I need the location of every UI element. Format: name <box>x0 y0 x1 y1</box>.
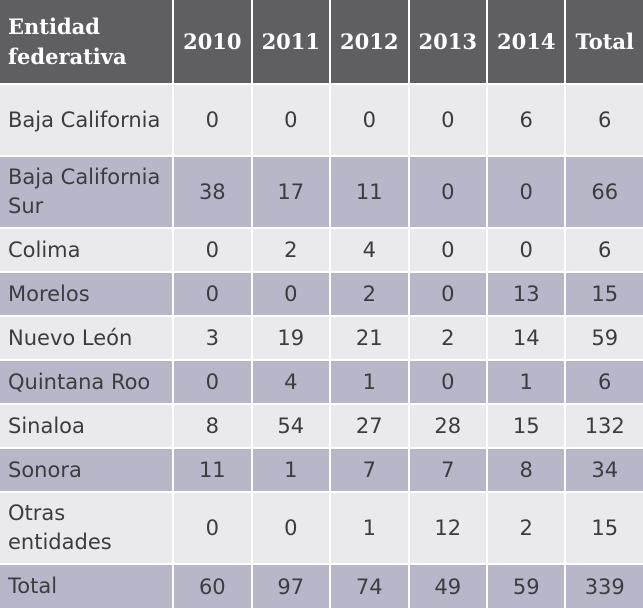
cell-value: 0 <box>487 155 567 228</box>
cell-value: 13 <box>487 271 567 316</box>
cell-value: 6 <box>565 83 643 156</box>
cell-value: 0 <box>408 227 489 272</box>
cell-value: 0 <box>408 155 489 228</box>
cell-value: 0 <box>173 359 253 404</box>
cell-value: 0 <box>173 227 253 272</box>
cell-value: 60 <box>173 563 253 608</box>
table-row: Otras entidades 0 0 1 12 2 15 <box>0 491 643 564</box>
header-total: Total <box>565 0 643 84</box>
cell-value: 27 <box>330 403 410 448</box>
cell-entidad: Otras entidades <box>0 491 175 564</box>
cell-value: 11 <box>330 155 410 228</box>
cell-value: 28 <box>408 403 489 448</box>
cell-value: 34 <box>565 447 643 492</box>
cell-value: 0 <box>408 271 489 316</box>
cell-value: 0 <box>173 271 253 316</box>
cell-value: 2 <box>408 315 489 360</box>
cell-value: 0 <box>330 83 410 156</box>
cell-value: 59 <box>565 315 643 360</box>
cell-value: 97 <box>251 563 332 608</box>
cell-value: 2 <box>251 227 332 272</box>
cell-value: 7 <box>330 447 410 492</box>
cell-value: 49 <box>408 563 489 608</box>
cell-value: 14 <box>487 315 567 360</box>
cell-value: 7 <box>408 447 489 492</box>
cell-value: 8 <box>487 447 567 492</box>
cell-value: 0 <box>173 491 253 564</box>
cell-value: 2 <box>330 271 410 316</box>
cell-value: 0 <box>408 359 489 404</box>
cell-value: 6 <box>487 83 567 156</box>
cell-entidad: Sinaloa <box>0 403 175 448</box>
cell-value: 38 <box>173 155 253 228</box>
cell-value: 3 <box>173 315 253 360</box>
cell-value: 54 <box>251 403 332 448</box>
cell-value: 0 <box>251 83 332 156</box>
cell-value: 1 <box>251 447 332 492</box>
header-2012: 2012 <box>330 0 410 84</box>
cell-value: 1 <box>330 359 410 404</box>
table-row: Baja California Sur 38 17 11 0 0 66 <box>0 155 643 228</box>
cell-value: 4 <box>251 359 332 404</box>
header-2014: 2014 <box>487 0 567 84</box>
table-row: Sonora 11 1 7 7 8 34 <box>0 447 643 492</box>
cell-value: 59 <box>487 563 567 608</box>
table-row: Sinaloa 8 54 27 28 15 132 <box>0 403 643 448</box>
table-row: Nuevo León 3 19 21 2 14 59 <box>0 315 643 360</box>
cell-value: 0 <box>173 83 253 156</box>
cell-value: 21 <box>330 315 410 360</box>
cell-value: 74 <box>330 563 410 608</box>
cell-entidad: Baja California Sur <box>0 155 175 228</box>
header-row: Entidad federativa 2010 2011 2012 2013 2… <box>0 0 643 84</box>
table-row: Baja California 0 0 0 0 6 6 <box>0 83 643 156</box>
cell-entidad: Morelos <box>0 271 175 316</box>
cell-entidad: Sonora <box>0 447 175 492</box>
cell-value: 132 <box>565 403 643 448</box>
cell-entidad: Total <box>0 563 175 608</box>
cell-value: 19 <box>251 315 332 360</box>
cell-value: 6 <box>565 359 643 404</box>
cell-entidad: Colima <box>0 227 175 272</box>
cell-entidad: Nuevo León <box>0 315 175 360</box>
cell-value: 11 <box>173 447 253 492</box>
cell-value: 15 <box>565 491 643 564</box>
header-2010: 2010 <box>173 0 253 84</box>
table-row: Total 60 97 74 49 59 339 <box>0 563 643 608</box>
table-row: Morelos 0 0 2 0 13 15 <box>0 271 643 316</box>
cell-value: 0 <box>251 271 332 316</box>
cell-value: 17 <box>251 155 332 228</box>
cell-value: 4 <box>330 227 410 272</box>
cell-entidad: Quintana Roo <box>0 359 175 404</box>
cell-entidad: Baja California <box>0 83 175 156</box>
cell-value: 15 <box>565 271 643 316</box>
table-row: Colima 0 2 4 0 0 6 <box>0 227 643 272</box>
cell-value: 15 <box>487 403 567 448</box>
cell-value: 6 <box>565 227 643 272</box>
header-entidad: Entidad federativa <box>0 0 175 84</box>
cell-value: 0 <box>487 227 567 272</box>
cell-value: 0 <box>408 83 489 156</box>
cell-value: 8 <box>173 403 253 448</box>
cell-value: 66 <box>565 155 643 228</box>
cell-value: 1 <box>330 491 410 564</box>
cell-value: 339 <box>565 563 643 608</box>
cell-value: 0 <box>251 491 332 564</box>
cell-value: 12 <box>408 491 489 564</box>
cell-value: 2 <box>487 491 567 564</box>
header-2011: 2011 <box>251 0 332 84</box>
cell-value: 1 <box>487 359 567 404</box>
header-2013: 2013 <box>408 0 489 84</box>
table-row: Quintana Roo 0 4 1 0 1 6 <box>0 359 643 404</box>
